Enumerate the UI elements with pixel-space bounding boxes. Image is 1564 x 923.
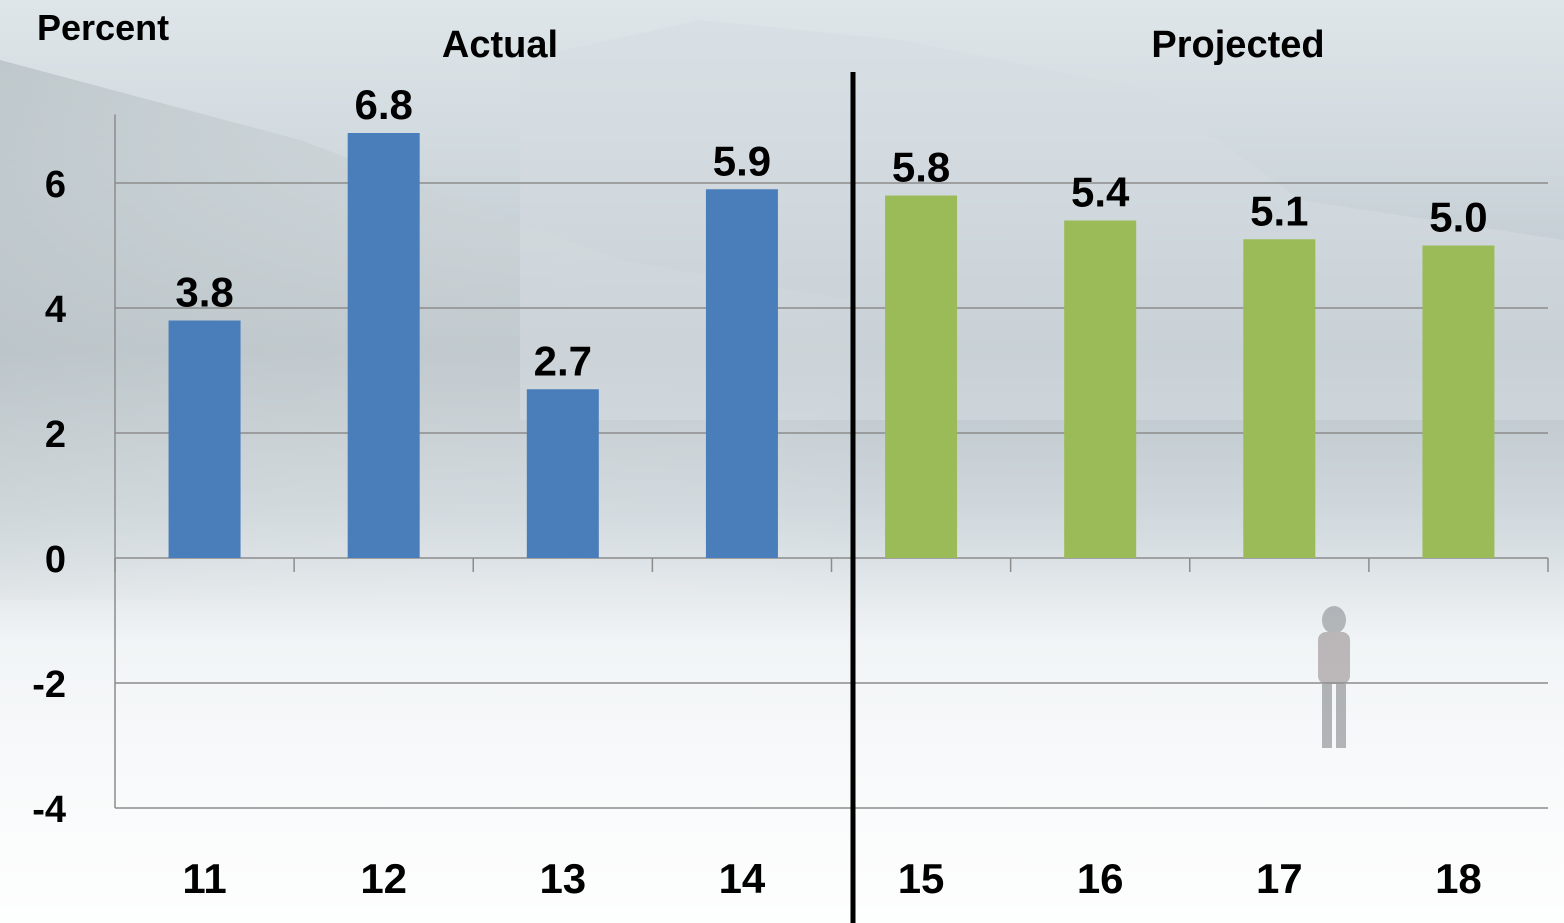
- bar-12: [347, 133, 420, 558]
- data-label-16: 5.4: [1071, 169, 1130, 216]
- y-axis-label: Percent: [37, 7, 169, 48]
- bar-16: [1064, 220, 1137, 558]
- bar-14: [705, 189, 778, 558]
- x-tick-label: 11: [182, 855, 226, 902]
- bar-11: [168, 320, 241, 558]
- y-tick-label: -2: [32, 664, 66, 706]
- y-tick-labels: -4 -2 0 2 4 6: [32, 164, 66, 831]
- bars: [168, 133, 1495, 558]
- x-tick-labels: 11 12 13 14 15 16 17 18: [182, 855, 1481, 902]
- x-tick-label: 14: [719, 855, 766, 902]
- data-label-18: 5.0: [1429, 194, 1487, 241]
- bar-15: [885, 195, 958, 558]
- x-tick-label: 16: [1077, 855, 1124, 902]
- group-label-projected: Projected: [1151, 24, 1324, 66]
- data-labels: 3.8 6.8 2.7 5.9 5.8 5.4 5.1 5.0: [175, 81, 1487, 384]
- bar-13: [526, 389, 599, 558]
- y-tick-label: 2: [45, 414, 66, 456]
- group-label-actual: Actual: [442, 24, 558, 66]
- x-tick-label: 17: [1256, 855, 1303, 902]
- hiker-figure: [1318, 606, 1350, 748]
- bar-17: [1243, 239, 1316, 558]
- data-label-17: 5.1: [1250, 187, 1308, 234]
- data-label-13: 2.7: [534, 337, 592, 384]
- y-tick-label: 0: [45, 539, 66, 581]
- y-tick-label: 4: [45, 289, 66, 331]
- x-tick-label: 18: [1435, 855, 1482, 902]
- bar-18: [1422, 245, 1495, 558]
- y-tick-label: -4: [32, 789, 66, 831]
- data-label-12: 6.8: [354, 81, 412, 128]
- x-tick-label: 15: [898, 855, 945, 902]
- data-label-14: 5.9: [713, 137, 771, 184]
- y-tick-label: 6: [45, 164, 66, 206]
- x-tick-label: 13: [539, 855, 586, 902]
- x-tick-label: 12: [360, 855, 407, 902]
- data-label-11: 3.8: [175, 269, 233, 316]
- data-label-15: 5.8: [892, 144, 950, 191]
